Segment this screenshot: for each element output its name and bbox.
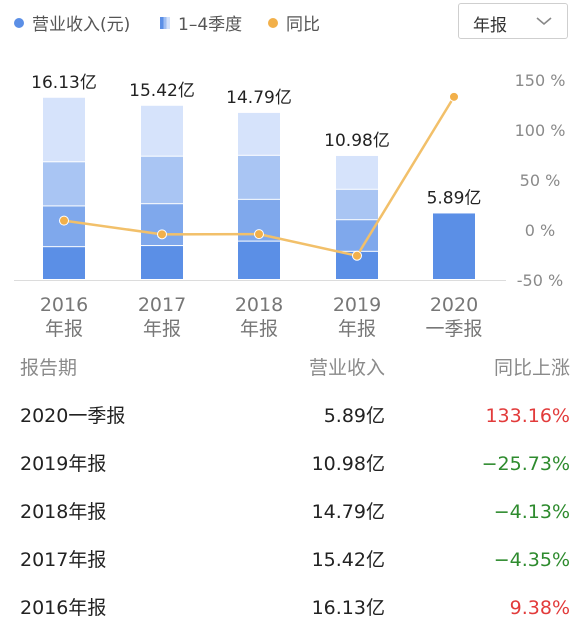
yoy-point [449, 91, 459, 102]
bar-segment-q2 [336, 220, 378, 251]
bar-segment-q4 [336, 155, 378, 189]
cell-period: 2018年报 [20, 501, 107, 523]
x-tick-label-period: 一季报 [425, 318, 482, 340]
legend-item-quarters[interactable]: 1–4季度 [160, 10, 242, 35]
bar-segment-q1 [238, 241, 280, 279]
bar-segment-q3 [336, 189, 378, 220]
yoy-axis-tick: -50 % [517, 271, 563, 290]
x-tick-label-period: 年报 [143, 318, 181, 340]
header-yoy: 同比上涨 [493, 357, 570, 379]
x-tick-label-period: 年报 [45, 318, 83, 340]
table-row[interactable]: 2016年报 16.13亿 9.38% [0, 584, 585, 632]
x-tick-label-year: 2019 [333, 294, 381, 316]
cell-revenue: 14.79亿 [311, 501, 385, 523]
yoy-point [157, 229, 167, 240]
legend-item-yoy[interactable]: 同比 [268, 10, 320, 35]
period-select[interactable]: 年报 [458, 3, 568, 39]
x-tick-label-year: 2016 [40, 294, 88, 316]
cell-period: 2020一季报 [20, 405, 126, 427]
cell-revenue: 16.13亿 [311, 597, 385, 619]
yoy-point [352, 250, 362, 261]
cell-yoy: −25.73% [481, 453, 570, 475]
bar-segment-q3 [141, 156, 183, 204]
bar-value-label: 5.89亿 [427, 188, 482, 208]
bar-segment-q1 [141, 246, 183, 279]
revenue-chart: 16.13亿 15.42亿 14.79亿 10.98亿 5.89亿 150 % 100 % 5… [14, 71, 566, 340]
table-row[interactable]: 2020一季报 5.89亿 133.16% [0, 392, 585, 440]
legend-label-yoy: 同比 [286, 15, 320, 35]
bar-segment-q3 [43, 162, 85, 206]
stacked-bar-icon [160, 16, 170, 29]
x-tick-label-period: 年报 [338, 318, 376, 340]
x-tick-label-year: 2018 [235, 294, 283, 316]
bar-segment-q4 [43, 97, 85, 162]
bar-segment-q3 [238, 155, 280, 199]
table-row[interactable]: 2019年报 10.98亿 −25.73% [0, 440, 585, 488]
yoy-axis-tick: 50 % [520, 171, 561, 190]
bar-value-label: 10.98亿 [324, 131, 390, 151]
header-revenue: 营业收入 [308, 357, 385, 379]
cell-revenue: 5.89亿 [323, 405, 385, 427]
bar-segment-q4 [141, 105, 183, 156]
period-select-value: 年报 [473, 16, 507, 36]
bar-value-label: 14.79亿 [226, 88, 292, 108]
cell-period: 2016年报 [20, 597, 107, 619]
cell-yoy: −4.13% [493, 501, 570, 523]
bar-segment-q1 [433, 213, 475, 279]
cell-period: 2019年报 [20, 453, 107, 475]
yoy-axis-tick: 100 % [515, 121, 566, 140]
cell-revenue: 10.98亿 [311, 453, 385, 475]
table-row[interactable]: 2018年报 14.79亿 −4.13% [0, 488, 585, 536]
cell-yoy: 9.38% [509, 597, 570, 619]
yoy-axis-tick: 0 % [525, 221, 555, 240]
yoy-point [254, 229, 264, 240]
yoy-point [59, 215, 69, 226]
table-row[interactable]: 2017年报 15.42亿 −4.35% [0, 536, 585, 584]
yoy-axis-tick: 150 % [515, 71, 566, 90]
x-tick-label-period: 年报 [240, 318, 278, 340]
bar-segment-q4 [238, 112, 280, 155]
legend-label-quarters: 1–4季度 [178, 15, 243, 35]
cell-yoy: 133.16% [485, 405, 570, 427]
legend-label-revenue: 营业收入(元) [32, 15, 131, 35]
legend-item-revenue[interactable]: 营业收入(元) [14, 10, 130, 35]
chevron-down-icon [535, 13, 553, 34]
bar-value-label: 16.13亿 [31, 73, 97, 93]
cell-yoy: −4.35% [493, 549, 570, 571]
x-tick-label-year: 2017 [138, 294, 186, 316]
bar-segment-q1 [43, 247, 85, 279]
bar-value-label: 15.42亿 [129, 81, 195, 101]
table-header-row: 报告期 营业收入 同比上涨 [0, 344, 585, 392]
circle-icon [14, 17, 24, 28]
header-period: 报告期 [20, 357, 78, 379]
circle-icon [268, 17, 278, 28]
cell-revenue: 15.42亿 [311, 549, 385, 571]
cell-period: 2017年报 [20, 549, 107, 571]
x-tick-label-year: 2020 [430, 294, 478, 316]
chart-legend: 营业收入(元) 1–4季度 同比 [0, 0, 440, 44]
bar-segment-q2 [43, 206, 85, 247]
